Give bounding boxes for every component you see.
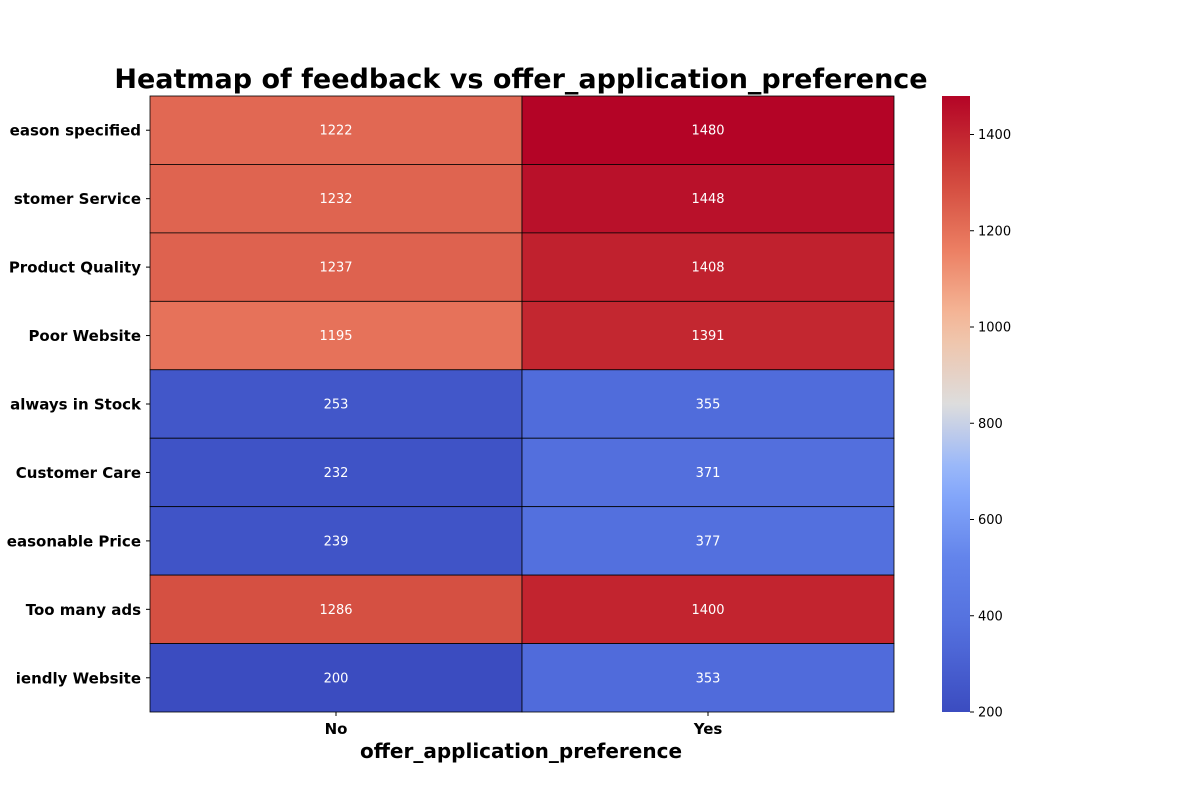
chart-title: Heatmap of feedback vs offer_application…: [114, 64, 927, 95]
heatmap-cell: [149, 574, 523, 644]
cell-value-label: 355: [696, 398, 721, 413]
x-tick-labels: No Yes: [325, 712, 723, 738]
cell-value-label: 353: [696, 671, 721, 686]
heatmap-cell: [521, 232, 895, 302]
heatmap-cell: [149, 506, 523, 576]
y-tick-label: eason specified: [10, 122, 141, 140]
cell-value-label: 1400: [691, 603, 724, 618]
heatmap-cell: [149, 95, 523, 165]
colorbar-tick-label: 800: [978, 417, 1003, 432]
heatmap-cell: [521, 437, 895, 508]
y-tick-label: easonable Price: [7, 532, 141, 550]
heatmap-cell: [521, 506, 895, 576]
cell-value-label: 1391: [691, 329, 724, 344]
heatmap-cell: [521, 369, 895, 439]
heatmap-cell: [149, 164, 523, 234]
cell-value-label: 1232: [319, 192, 352, 207]
y-tick-label: Too many ads: [26, 601, 141, 619]
y-tick-labels: eason specified stomer Service Product Qua…: [7, 122, 150, 687]
colorbar-tick-label: 600: [978, 513, 1003, 528]
cell-value-label: 1195: [319, 329, 352, 344]
cell-value-label: 239: [324, 534, 349, 549]
cell-value-label: 377: [696, 534, 721, 549]
heatmap-cell: [521, 643, 895, 713]
y-tick-label: always in Stock: [10, 396, 142, 414]
heatmap-cell: [521, 164, 895, 234]
colorbar-ticks: 200 400 600 800 1000 1200 1400: [970, 128, 1011, 721]
colorbar-tick-label: 1000: [978, 321, 1011, 336]
heatmap-cell: [149, 232, 523, 302]
cell-value-label: 1480: [691, 124, 724, 139]
colorbar-tick-label: 1200: [978, 224, 1011, 239]
heatmap-cell: [149, 300, 523, 371]
heatmap-cells: 1222 1480 1232 1448 1237 1408 1195 1391 253 355 23…: [149, 95, 895, 713]
cell-value-label: 253: [324, 398, 349, 413]
cell-value-label: 1237: [319, 261, 352, 276]
x-tick-label: Yes: [693, 720, 723, 738]
cell-value-label: 1448: [691, 192, 724, 207]
heatmap-cell: [521, 574, 895, 644]
x-axis-label: offer_application_preference: [360, 739, 682, 763]
colorbar-tick-label: 400: [978, 609, 1003, 624]
heatmap-cell: [521, 300, 895, 371]
cell-value-label: 1222: [319, 124, 352, 139]
colorbar-tick-label: 200: [978, 706, 1003, 721]
colorbar-tick-label: 1400: [978, 128, 1011, 143]
cell-value-label: 371: [696, 466, 721, 481]
colorbar: [942, 96, 970, 712]
cell-value-label: 232: [324, 466, 349, 481]
heatmap-cell: [149, 643, 523, 713]
y-tick-label: Customer Care: [16, 464, 141, 482]
cell-value-label: 1408: [691, 261, 724, 276]
y-tick-label: stomer Service: [14, 190, 141, 208]
y-tick-label: Product Quality: [9, 259, 141, 277]
y-tick-label: iendly Website: [16, 669, 141, 687]
x-tick-label: No: [325, 720, 348, 738]
cell-value-label: 200: [324, 671, 349, 686]
heatmap-cell: [521, 95, 895, 165]
cell-value-label: 1286: [319, 603, 352, 618]
y-tick-label: Poor Website: [28, 327, 141, 345]
